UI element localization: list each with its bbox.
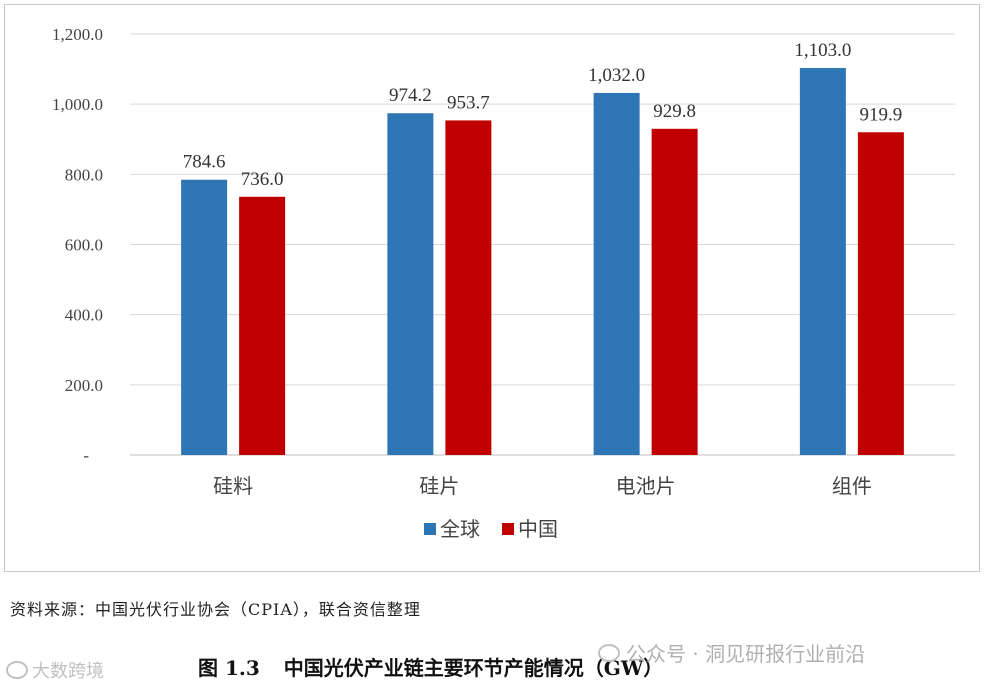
y-tick-label: 200.0: [65, 376, 103, 395]
x-tick-label: 硅料: [213, 474, 253, 498]
bar-china: [857, 132, 904, 455]
bar-china: [445, 120, 492, 455]
legend-swatch: [502, 523, 514, 535]
watermark-left-text: 大数跨境: [32, 661, 104, 682]
data-label: 1,103.0: [794, 40, 851, 61]
y-tick-label: 1,200.0: [52, 25, 103, 44]
bar-global: [799, 68, 846, 456]
x-tick-label: 电池片: [616, 474, 676, 498]
y-tick-label: 600.0: [65, 236, 103, 255]
bar-global: [181, 179, 228, 456]
watermark-right-text: 公众号 · 洞见研报行业前沿: [626, 642, 866, 666]
y-tick-label: 800.0: [65, 165, 103, 184]
bar-chart: - 200.0 400.0 600.0 800.0 1,000.0 1,200.0 784.6…: [52, 25, 955, 541]
watermark-logo-icon: [6, 661, 28, 679]
data-label: 736.0: [241, 169, 284, 190]
data-label: 784.6: [183, 152, 226, 173]
bar-china: [651, 128, 698, 455]
source-note: 资料来源：中国光伏行业协会（CPIA），联合资信整理: [10, 600, 421, 619]
data-label: 1,032.0: [588, 65, 645, 86]
legend-label: 中国: [518, 517, 558, 541]
watermark-right: 公众号 · 洞见研报行业前沿: [598, 638, 865, 667]
chart-frame: - 200.0 400.0 600.0 800.0 1,000.0 1,200.0 784.6…: [4, 4, 980, 572]
legend-label: 全球: [440, 517, 480, 541]
x-tick-label: 组件: [832, 474, 872, 498]
y-tick-label: 1,000.0: [52, 95, 103, 114]
data-label: 929.8: [653, 101, 696, 122]
data-label: 953.7: [447, 92, 490, 113]
data-label: 974.2: [389, 85, 432, 106]
wechat-icon: [598, 643, 620, 662]
figure-number: 图 1.3: [198, 656, 260, 680]
watermark-left: 大数跨境: [6, 657, 104, 683]
data-label: 919.9: [860, 104, 903, 125]
y-tick-label: 400.0: [65, 306, 103, 325]
figure-title: 中国光伏产业链主要环节产能情况（GW）: [283, 656, 664, 680]
legend-swatch: [424, 523, 436, 535]
x-tick-label: 硅片: [419, 474, 459, 498]
y-tick-label: -: [83, 446, 89, 465]
bar-global: [387, 113, 434, 455]
figure-caption: 图 1.3 中国光伏产业链主要环节产能情况（GW）: [198, 652, 663, 681]
bar-global: [593, 92, 640, 455]
bar-china: [239, 196, 286, 455]
